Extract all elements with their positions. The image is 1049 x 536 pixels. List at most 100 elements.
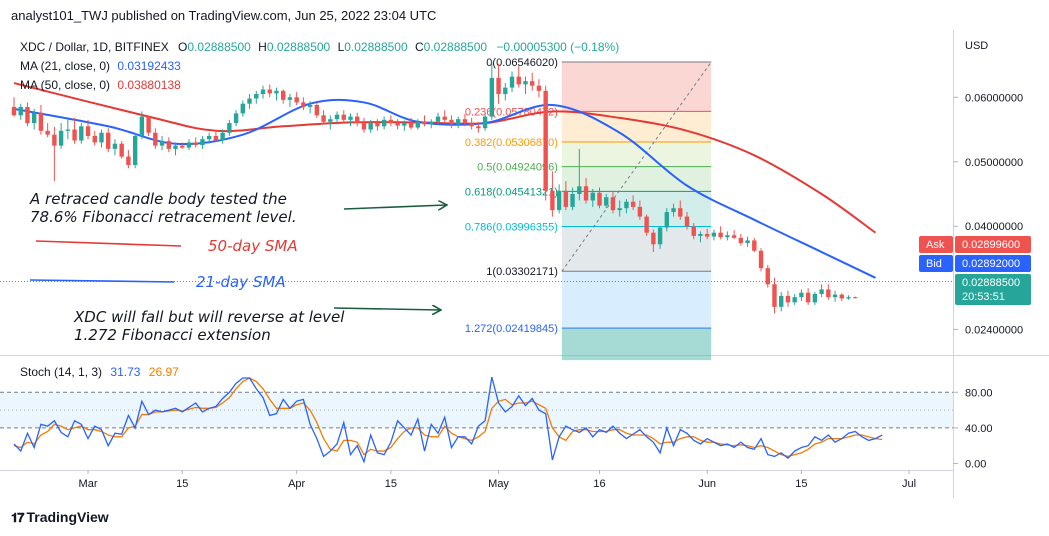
sma50-sample-line — [35, 240, 182, 247]
candle — [233, 110, 239, 127]
candle-body — [415, 121, 420, 128]
candle — [799, 289, 804, 302]
candle-body — [193, 142, 198, 145]
candle — [691, 223, 696, 240]
candle — [180, 142, 185, 149]
fibonacci-retracement[interactable]: 0(0.06546020) 0.236(0.05780472) 0.382(0.05… — [465, 57, 712, 361]
stoch-tick-label: 80.00 — [965, 387, 993, 399]
candle — [604, 194, 609, 209]
price-axis[interactable]: USD 0.06000000 0.05000000 0.04000000 0.0240… — [919, 40, 1031, 336]
candle — [718, 226, 723, 240]
stoch-k-line — [13, 376, 883, 464]
candle — [684, 212, 690, 230]
candle-body — [260, 89, 266, 95]
fib-level-label: 0.618(0.04541321) — [465, 186, 558, 198]
candle-body — [321, 115, 326, 122]
candle-body — [530, 81, 535, 86]
fib-zone — [561, 141, 712, 167]
fib-level-label: 0.5(0.04924096) — [477, 162, 558, 174]
candle-body — [792, 297, 797, 303]
candle — [462, 114, 468, 127]
candle — [139, 111, 145, 140]
price-chart[interactable]: 0(0.06546020) 0.236(0.05780472) 0.382(0.05… — [0, 30, 1049, 500]
candle — [126, 150, 131, 169]
tradingview-logo-icon: 𝟏𝟕 — [11, 511, 25, 526]
fib-zone — [561, 271, 712, 329]
candle-body — [381, 119, 387, 127]
candle — [220, 129, 225, 144]
candle-body — [805, 292, 811, 303]
candle — [355, 112, 360, 127]
candle-body — [92, 135, 97, 143]
candle-body — [173, 145, 178, 149]
candle — [698, 231, 703, 243]
candle-body — [139, 116, 145, 136]
legend-change: −0.00005300 (−0.18%) — [496, 40, 619, 54]
candle — [186, 139, 192, 151]
candle-body — [85, 126, 91, 136]
fib-level-label: 0.382(0.05306870) — [465, 137, 558, 149]
legend: XDC / Dollar, 1D, BITFINEX O0.02888500 H… — [20, 40, 619, 92]
candle — [711, 229, 717, 241]
legend-c-value: 0.02888500 — [424, 40, 488, 54]
bid-badge: Bid 0.02892000 — [919, 255, 1031, 272]
candle-body — [301, 102, 306, 107]
candle-body — [45, 130, 50, 135]
candle-body — [58, 130, 64, 146]
bid-label: Bid — [926, 258, 942, 270]
candle — [254, 90, 259, 104]
candle-body — [684, 216, 690, 227]
ask-value: 0.02899600 — [962, 239, 1020, 251]
candle-body — [577, 186, 582, 194]
candle — [530, 72, 535, 91]
candle — [630, 195, 636, 211]
candle — [429, 119, 434, 129]
candle-body — [227, 123, 232, 133]
candle-body — [361, 123, 367, 130]
candle — [624, 199, 629, 214]
legend-symbol: XDC / Dollar, 1D, BITFINEX — [20, 40, 169, 54]
annotation-arrow-retrace — [343, 205, 446, 209]
stochastic-pane[interactable]: Stoch (14, 1, 3) 31.73 26.97 80.00 40.00 0… — [0, 365, 993, 471]
currency-label: USD — [965, 40, 988, 52]
candle — [328, 115, 333, 130]
stoch-label: Stoch (14, 1, 3) — [20, 365, 102, 379]
candle — [334, 111, 340, 125]
tradingview-logo[interactable]: 𝟏𝟕 TradingView — [11, 509, 109, 526]
ma50-label: MA (50, close, 0) — [20, 78, 110, 92]
candle-body — [772, 284, 777, 307]
svg-text:MA (21, close, 0) 0.0319: MA (21, close, 0) 0.03192433 — [20, 59, 181, 73]
candle — [651, 229, 656, 253]
candle-body — [583, 186, 589, 201]
candle — [153, 128, 158, 149]
candle-body — [449, 119, 454, 125]
candle — [85, 119, 91, 140]
candles — [11, 61, 858, 314]
time-axis[interactable]: Mar 15 Apr 15 May 16 Jun 15 Jul — [79, 470, 917, 490]
candle — [839, 293, 844, 302]
candle-body — [119, 143, 124, 157]
candle-body — [516, 76, 521, 85]
candle-body — [785, 295, 791, 303]
annotation-extension-line2: 1.272 Fibonacci extension — [74, 326, 271, 344]
fib-level-label: 1.272(0.02419845) — [465, 323, 558, 335]
candle — [469, 117, 474, 130]
candle — [301, 97, 306, 111]
time-tick-label: 16 — [593, 478, 605, 490]
stoch-tick-label: 40.00 — [965, 423, 993, 435]
candle — [543, 85, 548, 201]
candle-body — [597, 192, 602, 206]
candle — [516, 65, 521, 88]
candle-body — [826, 289, 831, 298]
candle-body — [307, 105, 313, 107]
candle — [274, 87, 279, 101]
ma21-label: MA (21, close, 0) — [20, 59, 110, 73]
last-price-value: 0.02888500 — [962, 277, 1020, 289]
candle-body — [819, 289, 824, 294]
candle-body — [72, 129, 77, 141]
candle — [657, 226, 663, 249]
candle — [846, 295, 851, 300]
candle — [18, 103, 23, 120]
legend-h-value: 0.02888500 — [267, 40, 331, 54]
candle-body — [476, 126, 481, 129]
